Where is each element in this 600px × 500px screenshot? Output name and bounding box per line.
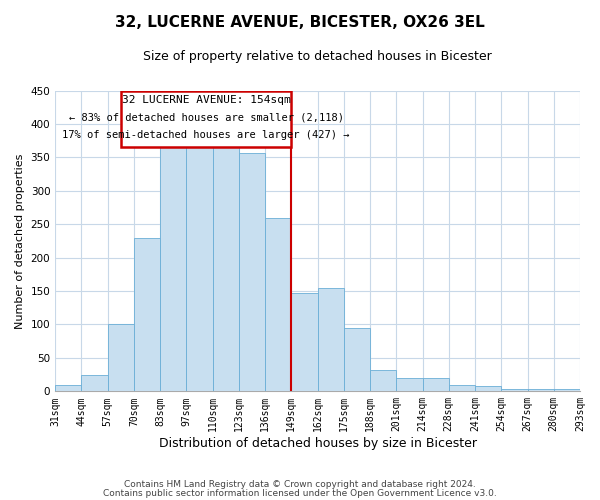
Bar [55, 384, 82, 392]
Bar [449, 384, 475, 392]
Text: Contains public sector information licensed under the Open Government Licence v3: Contains public sector information licen… [103, 488, 497, 498]
Text: Contains HM Land Registry data © Crown copyright and database right 2024.: Contains HM Land Registry data © Crown c… [124, 480, 476, 489]
Text: 32 LUCERNE AVENUE: 154sqm: 32 LUCERNE AVENUE: 154sqm [122, 95, 290, 105]
FancyBboxPatch shape [121, 90, 292, 148]
Bar [82, 374, 107, 392]
Bar [475, 386, 501, 392]
Bar [187, 144, 212, 392]
Y-axis label: Number of detached properties: Number of detached properties [15, 154, 25, 328]
Bar [397, 378, 422, 392]
Bar [501, 390, 527, 392]
Bar [265, 218, 292, 392]
Bar [292, 293, 317, 392]
Bar [370, 370, 397, 392]
Bar [554, 390, 580, 392]
Text: ← 83% of detached houses are smaller (2,118): ← 83% of detached houses are smaller (2,… [68, 112, 344, 122]
Bar [527, 390, 554, 392]
Bar [160, 148, 187, 392]
Title: Size of property relative to detached houses in Bicester: Size of property relative to detached ho… [143, 50, 492, 63]
Bar [317, 288, 344, 392]
Bar [239, 152, 265, 392]
Bar [107, 324, 134, 392]
Text: 17% of semi-detached houses are larger (427) →: 17% of semi-detached houses are larger (… [62, 130, 350, 140]
Bar [134, 238, 160, 392]
Bar [212, 142, 239, 392]
Text: 32, LUCERNE AVENUE, BICESTER, OX26 3EL: 32, LUCERNE AVENUE, BICESTER, OX26 3EL [115, 15, 485, 30]
Bar [422, 378, 449, 392]
X-axis label: Distribution of detached houses by size in Bicester: Distribution of detached houses by size … [158, 437, 476, 450]
Bar [344, 328, 370, 392]
